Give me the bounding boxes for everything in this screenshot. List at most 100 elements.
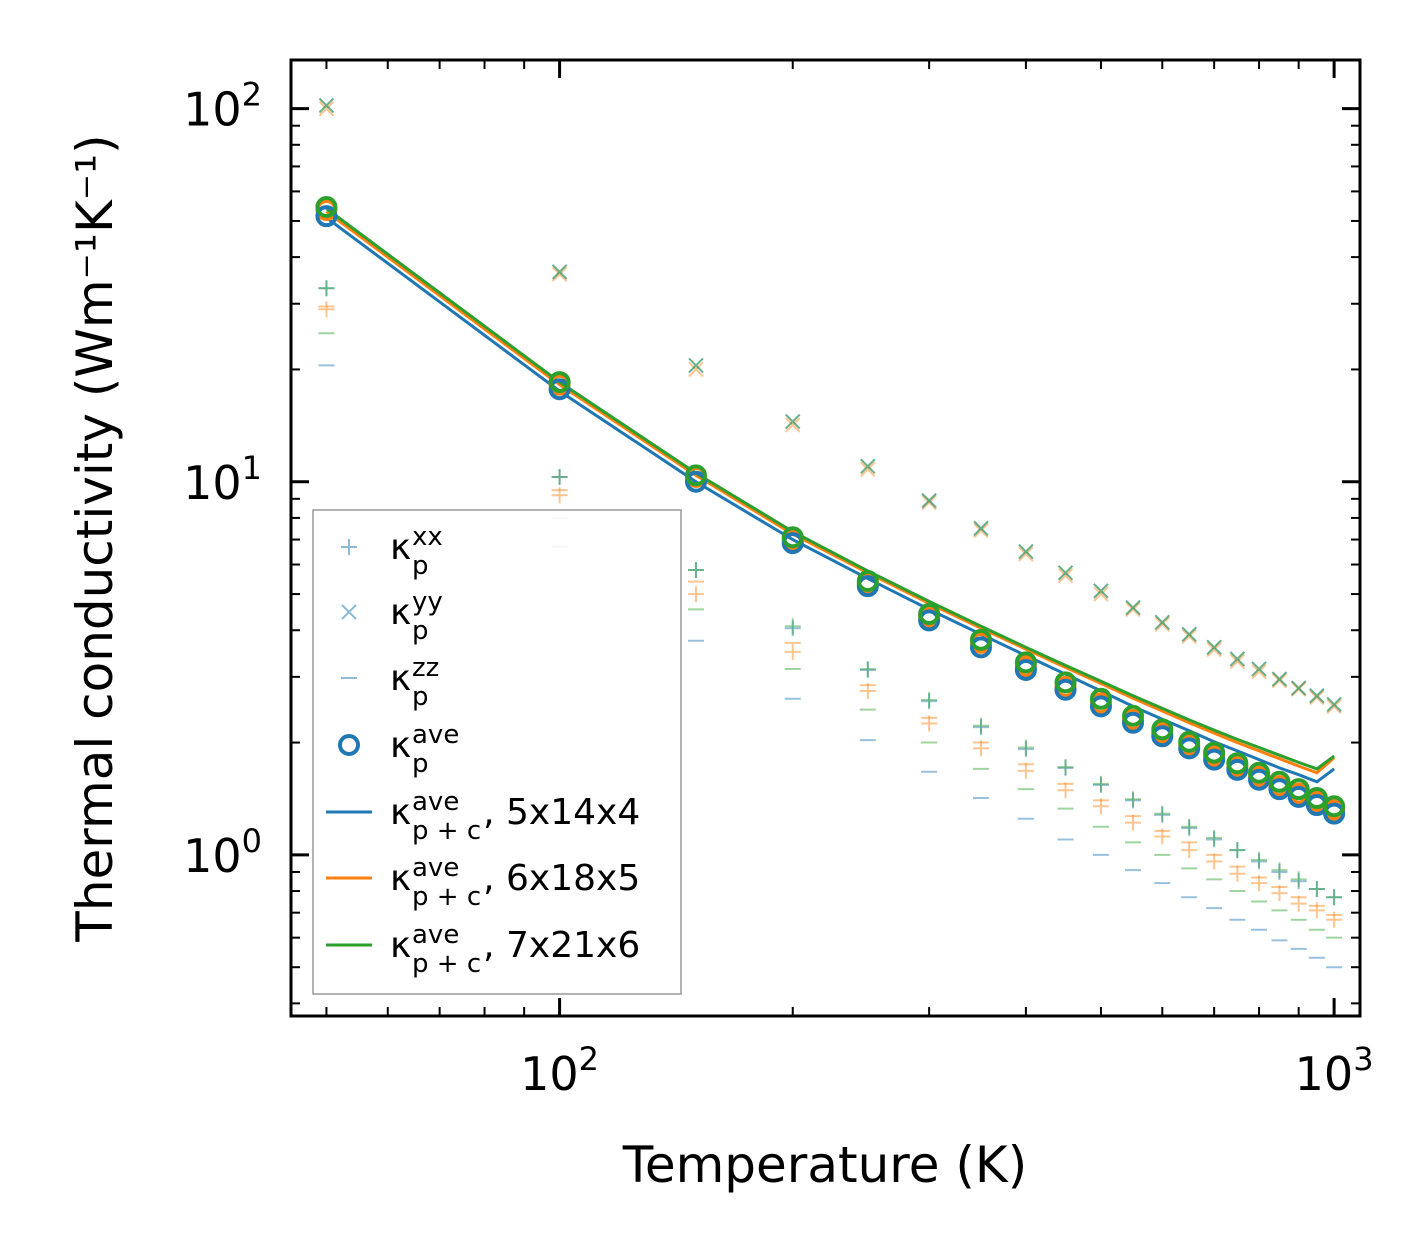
kappa-yy-marker-a (1125, 599, 1141, 616)
kappa-ave-marker (1323, 795, 1346, 818)
kappa-yy-marker (1154, 616, 1170, 632)
kappa-yy-marker (1326, 696, 1342, 713)
legend-entry-superscript: yy (412, 587, 443, 617)
x-tick-label-base: 10 (1295, 1047, 1354, 1101)
kappa-yy-marker (1326, 696, 1342, 713)
kappa-yy-marker (318, 97, 335, 114)
y-tick-label-exponent: 1 (242, 449, 262, 487)
kappa-yy-marker-b (688, 357, 704, 374)
kappa-yy-marker (318, 97, 335, 114)
kappa-xx-marker (784, 620, 801, 637)
kappa-yy-marker-b (1251, 661, 1267, 677)
kappa-yy-marker-a (1309, 688, 1325, 704)
y-tick-label-base: 10 (183, 456, 242, 510)
kappa-yy-marker (551, 264, 568, 280)
kappa-yy-marker-b (785, 413, 801, 430)
kappa-xx-marker (687, 586, 704, 603)
kappa-yy-marker (1154, 614, 1170, 631)
kappa-yy-marker-b (688, 357, 704, 374)
kappa-yy-marker (973, 520, 989, 537)
kappa-xx-marker (1017, 739, 1034, 756)
kappa-yy-marker-b (551, 266, 568, 282)
kappa-yy-marker-b (1125, 599, 1141, 616)
legend-entry-suffix: , 7x21x6 (483, 925, 640, 966)
kappa-yy-marker-a (921, 492, 937, 509)
kappa-yy-marker-a (318, 97, 335, 114)
kappa-xx-marker (1092, 798, 1109, 815)
kappa-xx-marker (1057, 782, 1074, 799)
legend-handle-cross-b (341, 604, 357, 620)
kappa-xx-marker (859, 682, 876, 699)
kappa-xx-marker (1229, 842, 1246, 859)
kappa-yy-marker-b (1181, 628, 1197, 645)
kappa-xx-marker (1271, 885, 1288, 902)
kappa-yy-marker-b (1093, 586, 1109, 602)
kappa-ave-marker (1122, 704, 1145, 727)
x-axis-label: Temperature (K) (622, 1136, 1027, 1194)
kappa-yy-marker (921, 494, 937, 511)
kappa-yy-marker-b (1206, 639, 1222, 656)
kappa-xx-marker (1251, 853, 1268, 870)
kappa-yy-marker (1125, 601, 1141, 618)
y-axis-label: Thermal conductivity (Wm⁻¹K⁻¹) (66, 134, 124, 942)
kappa-yy-marker (1181, 626, 1197, 643)
kappa-yy-marker (1229, 651, 1246, 667)
kappa-yy-marker-b (1057, 565, 1074, 581)
legend-entry-subscript: p (412, 682, 429, 712)
kappa-yy-marker-a (1229, 651, 1246, 667)
kappa-ave-marker (1178, 730, 1201, 753)
kappa-ave-marker (1014, 651, 1037, 674)
kappa-xx-marker (972, 717, 989, 734)
kappa-xx-marker (1290, 895, 1307, 912)
kappa-ave-marker (315, 205, 338, 228)
kappa-ave-marker (548, 378, 571, 401)
kappa-yy-marker-a (1309, 688, 1325, 704)
kappa-xx-marker (1271, 863, 1288, 880)
legend-entry-kappa: κ (390, 925, 411, 966)
kappa-yy-marker-a (1018, 546, 1034, 562)
kappa-yy-marker-b (860, 461, 876, 477)
kappa-yy-marker (973, 522, 989, 539)
kappa-yy-marker-a (1326, 698, 1342, 715)
kappa-yy-marker-a (1093, 583, 1109, 599)
kappa-ave-marker (548, 371, 571, 394)
kappa-yy-marker-b (1326, 698, 1342, 715)
kappa-yy-marker-b (1057, 565, 1074, 581)
kappa-ave-marker (1248, 768, 1271, 791)
kappa-yy-marker-b (973, 520, 989, 537)
legend-entry-kappa: κ (390, 725, 411, 766)
kappa-yy-marker-a (1057, 565, 1074, 581)
kappa-xx-marker (1092, 776, 1109, 793)
kappa-yy-marker-a (973, 520, 989, 537)
kappa-yy-marker-b (860, 458, 876, 475)
kappa-yy-marker-a (785, 413, 801, 430)
kappa-xx-marker (551, 487, 568, 504)
kappa-xx-marker (318, 280, 335, 297)
kappa-yy-marker-a (785, 413, 801, 430)
kappa-xx-marker (551, 468, 568, 485)
kappa-xx-marker (318, 301, 335, 318)
kappa-yy-marker-a (318, 97, 335, 114)
kappa-ave-marker (1014, 658, 1037, 681)
kappa-yy-marker-a (973, 522, 989, 539)
kappa-yy-marker-a (1206, 639, 1222, 656)
kappa-yy-marker-a (1181, 626, 1197, 643)
kappa-xx-marker (784, 618, 801, 635)
kappa-pc-line-6x18x5 (325, 210, 1336, 775)
kappa-xx-marker (1154, 806, 1171, 823)
kappa-yy-marker-a (1181, 628, 1197, 645)
kappa-yy-marker-b (1018, 543, 1034, 560)
kappa-yy-marker-b (921, 492, 937, 509)
legend-entry-suffix: , 6x18x5 (483, 858, 640, 899)
kappa-ave-marker (1089, 687, 1112, 710)
kappa-yy-marker-a (1290, 681, 1307, 697)
kappa-yy-marker-b (1229, 653, 1246, 670)
kappa-yy-marker-b (1251, 663, 1267, 680)
kappa-xx-marker (921, 693, 938, 710)
kappa-xx-marker (1125, 792, 1142, 809)
kappa-yy-marker (688, 361, 704, 378)
kappa-yy-marker-b (921, 492, 937, 509)
kappa-yy-marker (1290, 680, 1307, 696)
kappa-xx-marker (1154, 828, 1171, 845)
